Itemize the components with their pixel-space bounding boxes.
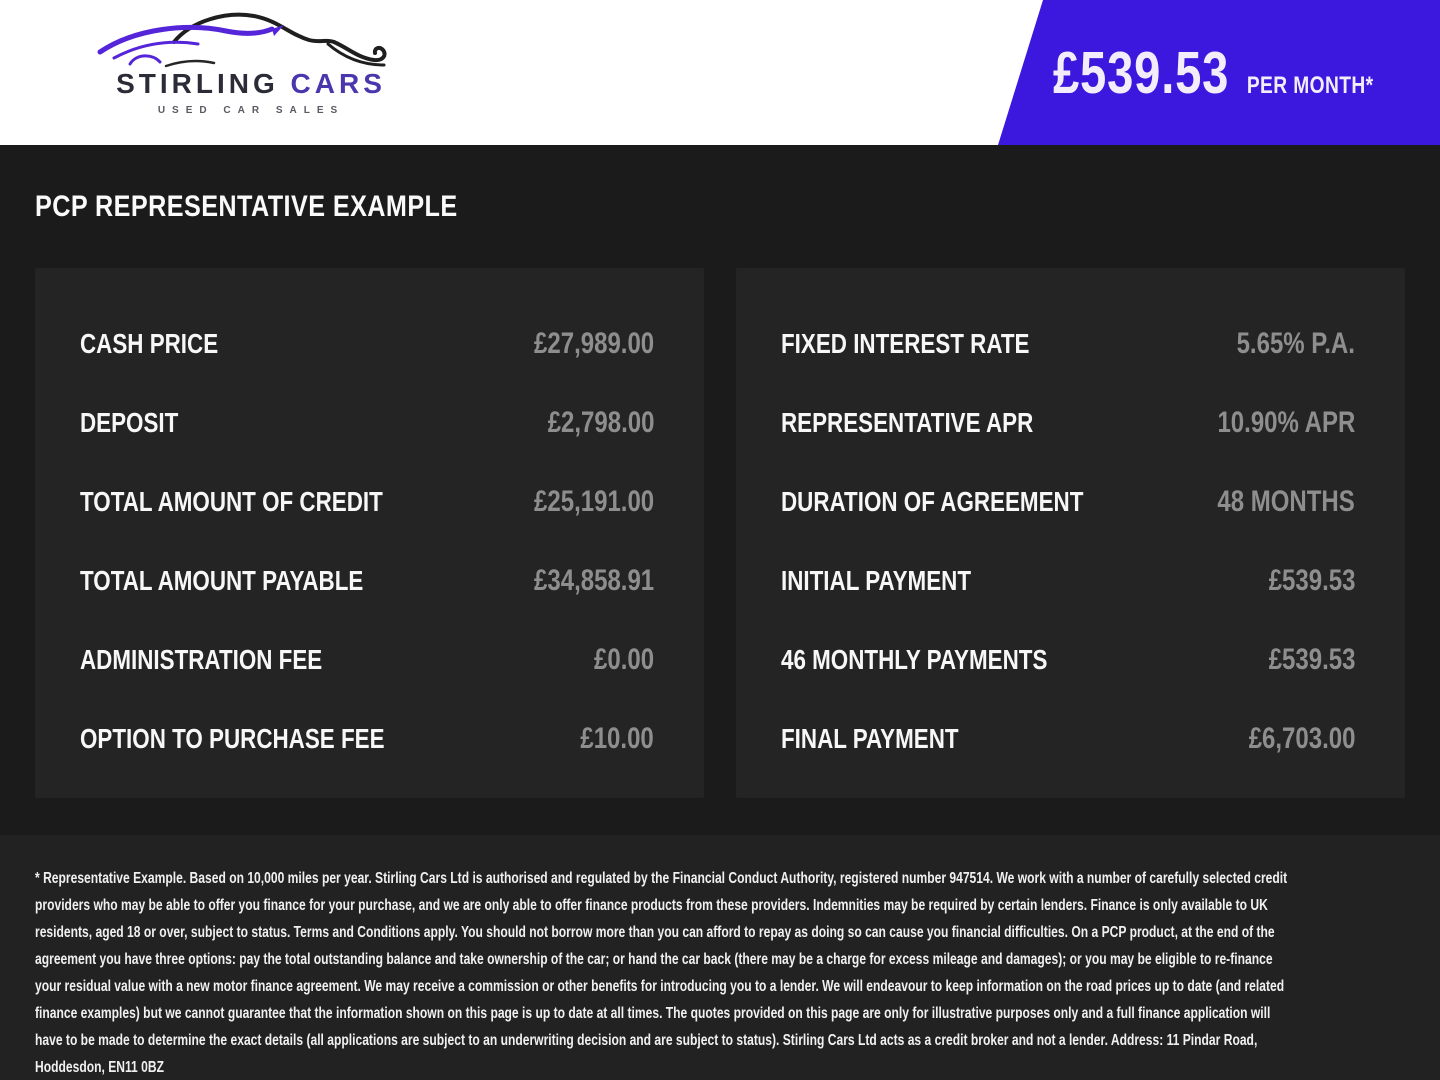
finance-row-label: FINAL PAYMENT [781,722,959,754]
finance-row-label: 46 MONTHLY PAYMENTS [781,643,1048,675]
finance-row-label: OPTION TO PURCHASE FEE [80,722,385,754]
price-banner: £539.53 PER MONTH* [998,0,1440,145]
finance-row-label: TOTAL AMOUNT OF CREDIT [80,485,383,517]
finance-row-label: ADMINISTRATION FEE [80,643,323,675]
finance-example-section: PCP REPRESENTATIVE EXAMPLE CASH PRICE £2… [0,145,1440,798]
finance-row-value: £6,703.00 [1248,721,1355,755]
brand-name: STIRLING CARS [95,68,407,100]
brand-name-primary: STIRLING [116,68,279,99]
finance-row: CASH PRICE £27,989.00 [80,304,654,383]
footer: * Representative Example. Based on 10,00… [0,835,1440,1080]
finance-row-value: £2,798.00 [547,405,654,439]
finance-row: DURATION OF AGREEMENT 48 MONTHS [781,462,1355,541]
finance-row-value: £25,191.00 [533,484,654,518]
monthly-price: £539.53 [1053,39,1230,106]
finance-row-value: £34,858.91 [533,563,654,597]
finance-row-value: 10.90% APR [1217,405,1355,439]
finance-row: TOTAL AMOUNT PAYABLE £34,858.91 [80,541,654,620]
finance-row: TOTAL AMOUNT OF CREDIT £25,191.00 [80,462,654,541]
finance-row-value: 48 MONTHS [1217,484,1355,518]
car-silhouette-icon [97,12,387,68]
finance-row: OPTION TO PURCHASE FEE £10.00 [80,699,654,778]
finance-panel-left: CASH PRICE £27,989.00 DEPOSIT £2,798.00 … [35,268,704,798]
finance-row-value: £539.53 [1268,642,1355,676]
brand-logo: STIRLING CARS USED CAR SALES [95,8,407,116]
finance-row-label: TOTAL AMOUNT PAYABLE [80,564,364,596]
finance-row: REPRESENTATIVE APR 10.90% APR [781,383,1355,462]
finance-panel-right: FIXED INTEREST RATE 5.65% P.A. REPRESENT… [736,268,1405,798]
disclaimer-text: * Representative Example. Based on 10,00… [35,870,1288,1076]
finance-row: INITIAL PAYMENT £539.53 [781,541,1355,620]
finance-row: ADMINISTRATION FEE £0.00 [80,620,654,699]
finance-row-label: FIXED INTEREST RATE [781,327,1030,359]
finance-row: FIXED INTEREST RATE 5.65% P.A. [781,304,1355,383]
brand-name-secondary: CARS [290,68,386,99]
brand-tagline: USED CAR SALES [157,105,345,116]
finance-row: 46 MONTHLY PAYMENTS £539.53 [781,620,1355,699]
finance-row-value: 5.65% P.A. [1236,326,1355,360]
finance-row-value: £0.00 [593,642,654,676]
finance-panels: CASH PRICE £27,989.00 DEPOSIT £2,798.00 … [35,268,1405,798]
finance-row-label: INITIAL PAYMENT [781,564,972,596]
finance-row-label: CASH PRICE [80,327,219,359]
finance-row-value: £10.00 [580,721,654,755]
header: STIRLING CARS USED CAR SALES £539.53 PER… [0,0,1440,145]
finance-row-value: £539.53 [1268,563,1355,597]
finance-row-label: DEPOSIT [80,406,179,438]
finance-row-label: DURATION OF AGREEMENT [781,485,1084,517]
finance-row-label: REPRESENTATIVE APR [781,406,1034,438]
finance-row: FINAL PAYMENT £6,703.00 [781,699,1355,778]
monthly-price-suffix: PER MONTH* [1246,71,1374,99]
price-row: £539.53 PER MONTH* [1053,39,1374,107]
finance-row-value: £27,989.00 [533,326,654,360]
finance-row: DEPOSIT £2,798.00 [80,383,654,462]
page-title: PCP REPRESENTATIVE EXAMPLE [35,190,458,223]
